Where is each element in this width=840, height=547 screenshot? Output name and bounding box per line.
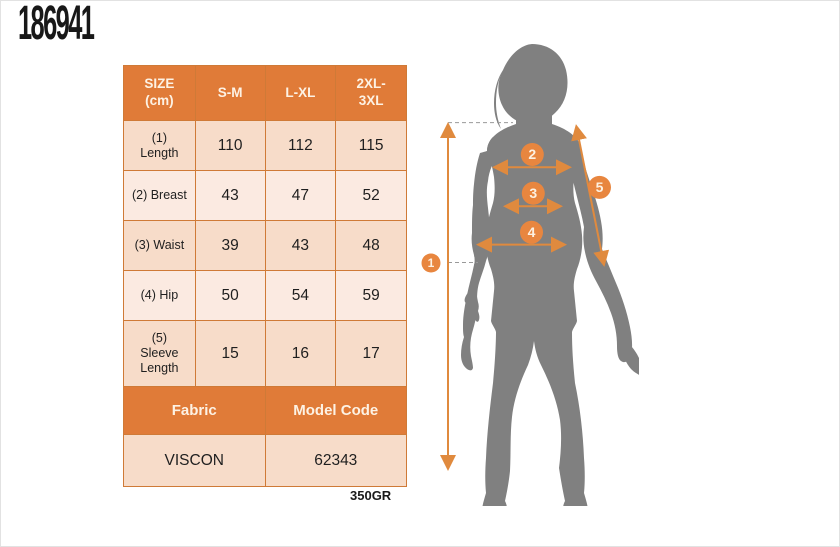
svg-text:5: 5 (596, 179, 604, 195)
svg-text:4: 4 (528, 224, 536, 240)
svg-text:2: 2 (528, 146, 536, 162)
svg-text:3: 3 (529, 185, 537, 201)
svg-text:1: 1 (428, 256, 435, 270)
